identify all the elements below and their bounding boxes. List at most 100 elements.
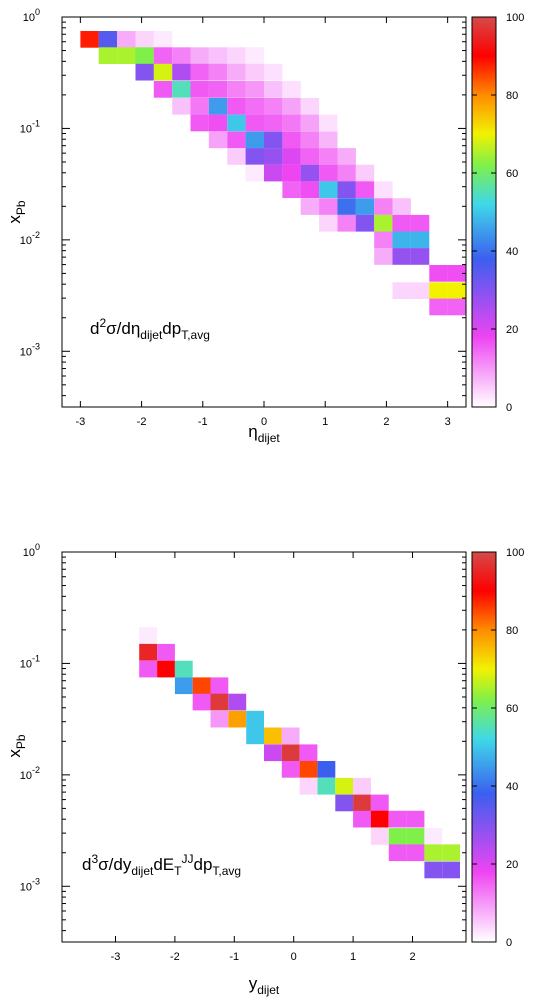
heatmap-cell bbox=[370, 828, 389, 845]
heatmap-cell bbox=[80, 31, 99, 48]
annotation-bottom: d3σ/dydijetdETJJdpT,avg bbox=[82, 852, 241, 878]
heatmap-cell bbox=[98, 47, 118, 64]
x-ticks-bottom: -3 -2 -1 0 1 2 bbox=[111, 552, 416, 963]
heatmap-cell bbox=[227, 47, 246, 64]
colorbar-frame-bottom bbox=[471, 551, 497, 943]
y-tick-label: 10-3 bbox=[20, 341, 40, 358]
heatmap-cell bbox=[174, 677, 193, 695]
x-tick-label: -2 bbox=[170, 951, 180, 963]
heatmap-cell bbox=[227, 131, 246, 149]
heatmap-cell bbox=[319, 131, 338, 149]
heatmap-cell bbox=[227, 148, 246, 165]
colorbar-tick-label: 60 bbox=[506, 168, 518, 180]
heatmap-cell bbox=[117, 31, 136, 48]
heatmap-cell bbox=[300, 131, 320, 149]
y-axis-label-top: xPb bbox=[5, 200, 28, 224]
colorbar-top: 0 20 40 60 80 100 bbox=[471, 12, 524, 414]
x-tick-label: 2 bbox=[409, 951, 415, 963]
colorbar-tick-label: 80 bbox=[506, 90, 518, 102]
heatmap-cell bbox=[245, 148, 264, 165]
colorbar-tick-label: 100 bbox=[506, 12, 524, 24]
colorbar-gradient-top bbox=[472, 17, 496, 407]
heatmap-cell bbox=[447, 282, 466, 299]
heatmap-cell bbox=[370, 810, 389, 828]
heatmap-cell bbox=[374, 248, 393, 265]
heatmap-cell bbox=[264, 727, 282, 745]
heatmap-cell bbox=[245, 164, 264, 182]
heatmap-cell bbox=[282, 181, 301, 198]
heatmap-cell bbox=[388, 844, 407, 862]
plot-frame-bottom bbox=[61, 551, 467, 943]
heatmap-cell bbox=[228, 693, 247, 711]
heatmap-cell bbox=[410, 248, 430, 265]
heatmap-cell bbox=[98, 31, 118, 48]
colorbar-tick-label: 60 bbox=[506, 703, 518, 715]
heatmap-cell bbox=[210, 693, 229, 711]
heatmap-cell bbox=[135, 47, 154, 64]
heatmap-cell bbox=[208, 131, 228, 149]
heatmap-cell bbox=[139, 643, 157, 661]
heatmap-cell bbox=[282, 81, 301, 98]
heatmap-cell bbox=[392, 214, 411, 232]
heatmap-cell bbox=[172, 81, 191, 98]
y-tick-label: 100 bbox=[23, 542, 40, 559]
heatmap-cell bbox=[153, 63, 173, 81]
heatmap-cell bbox=[227, 97, 246, 115]
heatmap-cell bbox=[282, 97, 301, 115]
heatmap-cell bbox=[139, 627, 157, 644]
y-tick-label: 10-3 bbox=[20, 876, 40, 893]
heatmap-cell bbox=[429, 265, 448, 282]
colorbar-tick-label: 80 bbox=[506, 625, 518, 637]
heatmap-cell bbox=[174, 660, 193, 678]
heatmap-cell bbox=[208, 81, 228, 98]
heatmap-cell bbox=[424, 828, 443, 845]
x-tick-label: 1 bbox=[350, 951, 356, 963]
heatmap-cell bbox=[208, 47, 228, 64]
heatmap-cell bbox=[353, 794, 371, 812]
heatmap-cell bbox=[392, 231, 411, 249]
heatmap-cell bbox=[281, 727, 300, 745]
panel-bottom: -3 -2 -1 0 1 2 100 10-1 10-2 10-3 ydijet xPb d3σ… bbox=[5, 542, 524, 997]
heatmap-cells-bottom bbox=[139, 627, 460, 879]
colorbar-tick-label: 0 bbox=[506, 937, 512, 949]
heatmap-cell bbox=[246, 710, 264, 728]
heatmap-cell bbox=[210, 677, 229, 695]
heatmap-cell bbox=[172, 47, 191, 64]
heatmap-cell bbox=[337, 148, 356, 165]
heatmap-cell bbox=[264, 63, 283, 81]
heatmap-cell bbox=[153, 31, 173, 48]
heatmap-cell bbox=[355, 164, 375, 182]
x-tick-label: -3 bbox=[111, 951, 121, 963]
annotation-top: d2σ/dηdijetdpT,avg bbox=[90, 316, 210, 342]
heatmap-cell bbox=[245, 114, 264, 132]
heatmap-cell bbox=[227, 63, 246, 81]
heatmap-cell bbox=[337, 214, 356, 232]
heatmap-cell bbox=[429, 282, 448, 299]
heatmap-cell bbox=[370, 794, 389, 812]
y-tick-label: 10-1 bbox=[20, 118, 40, 135]
heatmap-cell bbox=[282, 148, 301, 165]
heatmap-cell bbox=[192, 693, 211, 711]
heatmap-cell bbox=[227, 114, 246, 132]
heatmap-cell bbox=[406, 810, 425, 828]
heatmap-cell bbox=[300, 148, 320, 165]
x-tick-label: 0 bbox=[291, 951, 297, 963]
heatmap-cell bbox=[282, 131, 301, 149]
heatmap-cell bbox=[190, 97, 209, 115]
heatmap-cell bbox=[245, 131, 264, 149]
heatmap-cell bbox=[264, 164, 283, 182]
heatmap-cell bbox=[374, 214, 393, 232]
heatmap-cell bbox=[245, 81, 264, 98]
heatmap-cell bbox=[190, 81, 209, 98]
panel-top: -3 -2 -1 0 1 2 3 100 10-1 10-2 10-3 ηdijet xPb d2… bbox=[5, 7, 524, 445]
heatmap-cell bbox=[139, 660, 157, 678]
heatmap-cells-top bbox=[80, 31, 466, 316]
heatmap-cell bbox=[300, 114, 320, 132]
heatmap-cell bbox=[210, 710, 229, 728]
colorbar-tick-label: 0 bbox=[506, 402, 512, 414]
colorbar-tick-label: 20 bbox=[506, 324, 518, 336]
heatmap-cell bbox=[335, 794, 354, 812]
y-tick-label: 100 bbox=[23, 7, 40, 24]
x-axis-label-bottom: ydijet bbox=[249, 974, 280, 997]
